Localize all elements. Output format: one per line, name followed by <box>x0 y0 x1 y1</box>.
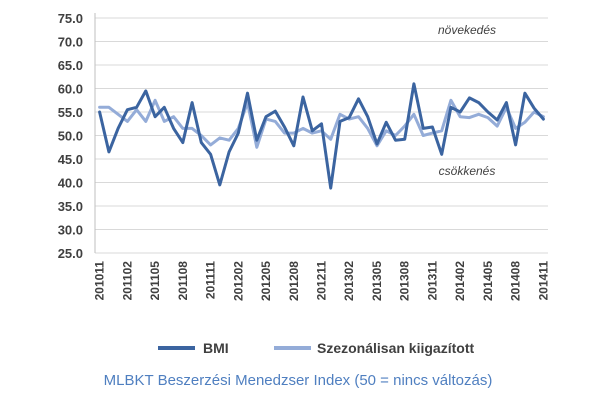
x-tick-label: 201208 <box>287 261 301 301</box>
y-tick-label: 25.0 <box>58 246 83 261</box>
chart-caption: MLBKT Beszerzési Menedzser Index (50 = n… <box>103 372 493 389</box>
y-tick-label: 70.0 <box>58 35 83 50</box>
x-axis-ticks: 201011 201102 201105 201108 201111 201202 2012… <box>93 261 551 301</box>
annotations: növekedés csökkenés <box>438 23 496 178</box>
x-tick-label: 201011 <box>93 261 107 301</box>
y-tick-label: 30.0 <box>58 223 83 238</box>
x-tick-label: 201108 <box>176 261 190 301</box>
y-tick-label: 50.0 <box>58 129 83 144</box>
y-tick-label: 55.0 <box>58 105 83 120</box>
x-tick-label: 201102 <box>120 261 134 301</box>
series-lines <box>98 82 545 190</box>
y-tick-label: 65.0 <box>58 58 83 73</box>
x-tick-label: 201105 <box>148 261 162 301</box>
y-tick-label: 60.0 <box>58 82 83 97</box>
y-tick-label: 40.0 <box>58 176 83 191</box>
y-tick-label: 75.0 <box>58 11 83 26</box>
x-tick-label: 201405 <box>481 261 495 301</box>
series-line-bmi <box>98 82 545 190</box>
annotation-csokkenes: csökkenés <box>439 164 496 178</box>
y-tick-label: 35.0 <box>58 199 83 214</box>
legend: BMI Szezonálisan kiigazított <box>158 340 474 356</box>
x-tick-label: 201205 <box>259 261 273 301</box>
x-tick-label: 201408 <box>509 261 523 301</box>
x-tick-label: 201305 <box>370 261 384 301</box>
legend-label-seasonally-adjusted: Szezonálisan kiigazított <box>317 340 474 356</box>
y-tick-label: 45.0 <box>58 152 83 167</box>
x-tick-label: 201202 <box>231 261 245 301</box>
x-tick-label: 201211 <box>315 261 329 301</box>
x-tick-label: 201311 <box>425 261 439 301</box>
x-tick-label: 201308 <box>398 261 412 301</box>
x-tick-label: 201302 <box>342 261 356 301</box>
x-tick-label: 201402 <box>453 261 467 301</box>
legend-label-bmi: BMI <box>203 340 229 356</box>
gridlines <box>94 13 548 254</box>
x-tick-label: 201111 <box>204 261 218 299</box>
annotation-novekedes: növekedés <box>438 23 496 37</box>
x-tick-label: 201411 <box>536 261 550 301</box>
y-axis-ticks: 75.0 70.0 65.0 60.0 55.0 50.0 45.0 40.0 35.0 30.0… <box>58 11 83 261</box>
